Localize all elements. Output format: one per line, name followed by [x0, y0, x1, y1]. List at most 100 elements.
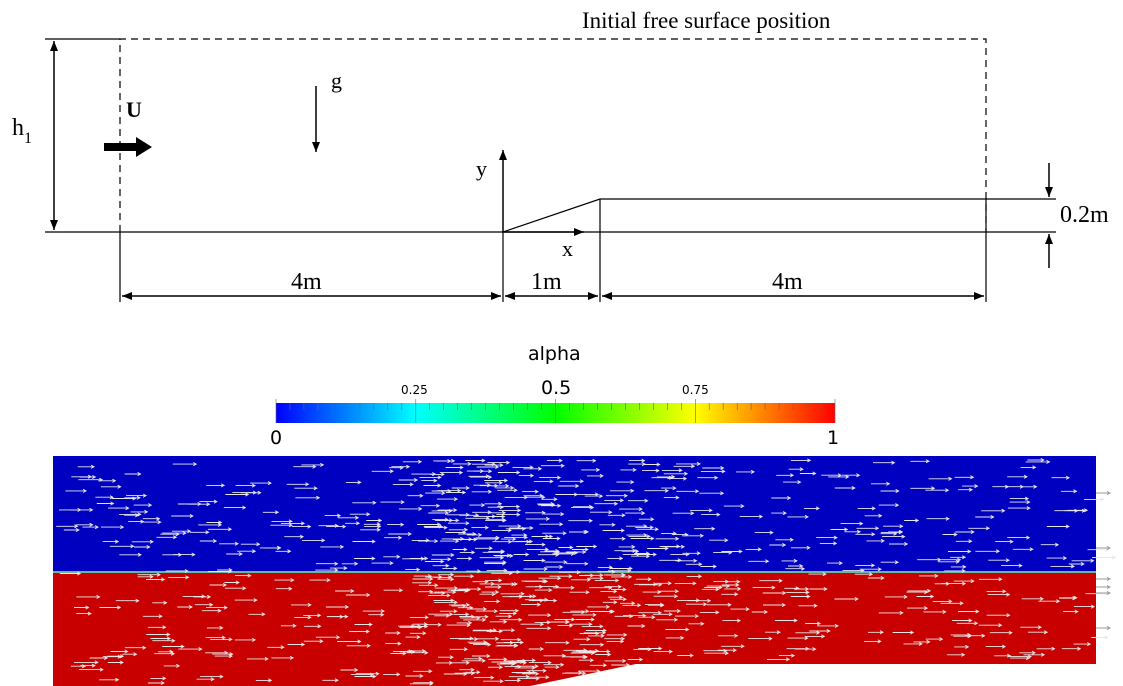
velocity-vector-glyph: [448, 602, 471, 607]
velocity-vector-glyph: [569, 622, 593, 627]
velocity-vector-glyph: [56, 524, 79, 529]
velocity-vector-glyph: [460, 615, 481, 620]
velocity-vector-glyph: [579, 631, 600, 636]
velocity-vector-glyph: [448, 527, 469, 532]
velocity-vector-glyph: [453, 612, 470, 617]
velocity-vector-glyph: [80, 663, 96, 668]
velocity-vector-glyph: [906, 590, 929, 595]
velocity-vector-glyph: [453, 574, 475, 579]
velocity-vector-glyph: [575, 617, 595, 622]
velocity-vector-glyph: [352, 500, 377, 505]
velocity-vector-glyph: [620, 467, 637, 472]
velocity-vector-glyph: [193, 594, 212, 599]
velocity-vector-glyph: [431, 553, 455, 557]
velocity-vector-glyph: [473, 536, 499, 541]
velocity-vector-glyph: [986, 613, 1011, 618]
velocity-vector-glyph: [484, 561, 507, 566]
velocity-vector-glyph: [525, 516, 551, 521]
velocity-vector-glyph: [162, 644, 185, 649]
velocity-vector-glyph: [488, 657, 508, 662]
velocity-vector-glyph: [142, 516, 161, 521]
velocity-vector-glyph: [628, 462, 647, 467]
velocity-vector-glyph: [504, 658, 527, 663]
velocity-vector-glyph: [325, 605, 350, 609]
velocity-vector-glyph: [648, 603, 665, 608]
velocity-vector-glyph: [207, 527, 233, 532]
velocity-vector-glyph: [573, 637, 591, 642]
velocity-vector-glyph: [525, 542, 546, 547]
velocity-vector-glyph: [212, 652, 234, 657]
velocity-vector-glyph: [445, 465, 464, 470]
velocity-vector-glyph: [412, 577, 434, 581]
velocity-vector-glyph: [492, 539, 513, 544]
velocity-vector-glyph: [581, 467, 601, 472]
velocity-vector-glyph: [439, 539, 460, 544]
velocity-vector-glyph: [798, 603, 818, 608]
velocity-vector-glyph: [171, 514, 194, 518]
outlet-vector-glyph: [1096, 585, 1111, 589]
x-axis-label: x: [562, 236, 573, 261]
velocity-vector-glyph: [946, 652, 966, 657]
velocity-vector-glyph: [701, 587, 720, 592]
velocity-vector-glyph: [526, 495, 546, 500]
velocity-vector-glyph: [919, 573, 939, 578]
velocity-vector-glyph: [721, 549, 743, 554]
velocity-vector-glyph: [938, 559, 960, 564]
velocity-vector-glyph: [154, 651, 176, 656]
velocity-vector-glyph: [110, 649, 129, 654]
velocity-vector-glyph: [168, 575, 190, 580]
velocity-vector-glyph: [880, 560, 900, 565]
velocity-vector-glyph: [638, 517, 655, 522]
velocity-vector-glyph: [604, 498, 625, 503]
velocity-vector-glyph: [205, 635, 226, 640]
velocity-vector-glyph: [426, 622, 442, 627]
velocity-vector-glyph: [979, 577, 1003, 582]
velocity-vector-glyph: [259, 545, 281, 550]
velocity-vector-glyph: [295, 495, 321, 500]
velocity-vector-glyph: [200, 674, 224, 679]
velocity-vector-glyph: [475, 546, 493, 551]
velocity-vector-glyph: [622, 552, 641, 557]
velocity-vector-glyph: [841, 473, 861, 478]
velocity-vector-glyph: [765, 630, 781, 635]
velocity-vector-glyph: [124, 513, 140, 518]
velocity-vector-glyph: [465, 458, 486, 463]
velocity-vector-glyph: [392, 482, 414, 487]
velocity-vector-glyph: [854, 572, 874, 577]
velocity-vector-glyph: [512, 465, 534, 470]
velocity-vector-glyph: [437, 497, 459, 502]
velocity-vector-glyph: [542, 531, 567, 536]
velocity-vector-glyph: [499, 617, 523, 622]
velocity-vector-glyph: [638, 610, 662, 615]
velocity-vector-glyph: [115, 598, 140, 603]
velocity-vector-glyph: [209, 583, 228, 587]
velocity-vector-glyph: [1074, 604, 1096, 609]
velocity-vector-glyph: [439, 609, 458, 614]
velocity-vector-glyph: [473, 514, 497, 519]
velocity-vector-glyph: [892, 630, 915, 635]
velocity-vector-glyph: [95, 495, 114, 500]
velocity-vector-glyph: [623, 613, 647, 618]
velocity-vector-glyph: [605, 493, 629, 498]
velocity-vector-glyph: [607, 595, 624, 600]
velocity-vector-glyph: [1083, 497, 1105, 502]
velocity-vector-glyph: [527, 675, 550, 680]
velocity-vector-glyph: [653, 594, 679, 599]
velocity-vector-glyph: [509, 526, 534, 530]
velocity-vector-glyph: [663, 471, 689, 476]
velocity-vector-glyph: [387, 522, 405, 527]
velocity-vector-glyph: [687, 598, 712, 603]
velocity-vector-glyph: [1060, 489, 1078, 494]
velocity-vector-glyph: [942, 532, 958, 537]
velocity-vector-glyph: [326, 524, 347, 529]
velocity-vector-glyph: [783, 480, 802, 485]
velocity-vector-glyph: [495, 614, 513, 619]
velocity-vector-glyph: [871, 481, 891, 486]
velocity-vector-glyph: [433, 598, 455, 603]
velocity-vector-glyph: [676, 461, 701, 466]
velocity-vector-glyph: [446, 623, 471, 628]
velocity-vector-glyph: [1092, 555, 1117, 560]
velocity-vector-glyph: [1038, 599, 1061, 604]
velocity-vector-glyph: [769, 543, 787, 547]
velocity-vector-glyph: [108, 506, 130, 511]
